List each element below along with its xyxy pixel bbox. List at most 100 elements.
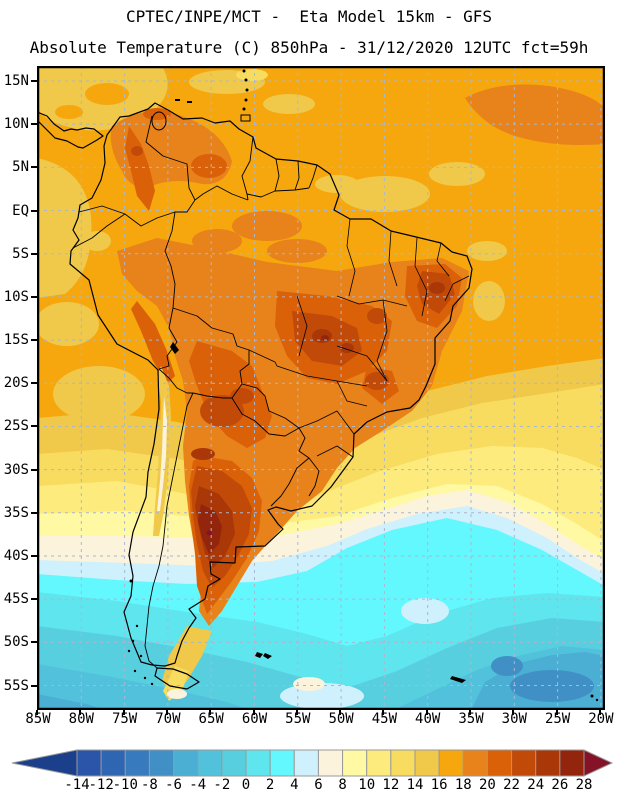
- colorbar-cell: [438, 749, 464, 777]
- lat-tick: [31, 425, 37, 428]
- state-borders: [248, 218, 470, 458]
- islands: [127, 69, 599, 702]
- colorbar-tick-label: 2: [265, 777, 275, 793]
- colorbar-tick-label: -2: [213, 777, 231, 793]
- colorbar-cell: [76, 749, 102, 777]
- colorbar-cell: [559, 749, 585, 777]
- colorbar-legend: [11, 749, 614, 777]
- lon-label: 45W: [371, 711, 398, 727]
- colorbar-tick-label: 8: [338, 777, 347, 793]
- figure-title-field: Absolute Temperature (C) 850hPa - 31/12/…: [29, 38, 589, 57]
- lat-label: 20S: [3, 375, 29, 392]
- colorbar-tick-label: 12: [382, 777, 400, 793]
- lon-label: 75W: [111, 711, 138, 727]
- lat-tick: [31, 684, 37, 687]
- lon-tick: [469, 710, 471, 715]
- lat-tick: [31, 252, 37, 255]
- colorbar-cell: [124, 749, 150, 777]
- lat-label: 40S: [3, 547, 29, 564]
- lon-tick: [165, 710, 168, 715]
- map-frame: [37, 66, 605, 710]
- lon-tick: [79, 710, 82, 715]
- lat-label: 15N: [3, 73, 29, 89]
- lat-tick: [31, 511, 37, 514]
- atlantic-warm-blob: [465, 84, 605, 145]
- lat-tick: [31, 295, 37, 298]
- lon-tick: [295, 710, 298, 715]
- colorbar-tick-label: 18: [454, 777, 472, 793]
- colorbar-cell: [535, 749, 561, 777]
- falkland-islands: [255, 652, 272, 659]
- colorbar-tick-label: 0: [241, 777, 251, 793]
- south-georgia-island: [450, 676, 466, 683]
- lat-tick: [31, 80, 37, 82]
- lon-tick: [555, 710, 558, 715]
- colorbar-cell: [173, 749, 199, 777]
- colorbar-cell: [486, 749, 513, 777]
- lat-label: 10N: [3, 116, 29, 133]
- lat-tick: [31, 598, 37, 601]
- lat-tick: [31, 339, 37, 342]
- colorbar-cell: [269, 749, 295, 777]
- lat-tick: [31, 641, 37, 644]
- lon-label: 20W: [588, 711, 614, 727]
- lat-label: 10S: [3, 288, 29, 305]
- colorbar-arrow-high: [583, 749, 614, 777]
- lon-label: 50W: [328, 711, 354, 727]
- colorbar-arrow-low: [11, 749, 78, 777]
- colorbar-cell: [511, 749, 537, 777]
- lon-tick: [209, 710, 212, 715]
- cold-pool-pale-center: [401, 598, 449, 624]
- hottest-spot: [206, 530, 212, 536]
- lon-tick: [339, 710, 342, 715]
- patagonia-cool-region: [162, 626, 212, 701]
- lon-tick: [382, 710, 385, 715]
- country-borders: [72, 115, 320, 669]
- colorbar-cell: [221, 749, 247, 777]
- colorbar-cell: [462, 749, 488, 777]
- lon-label: 70W: [155, 711, 181, 727]
- lon-label: 55W: [285, 711, 311, 727]
- lat-label: 50S: [3, 634, 29, 651]
- colorbar-tick-label: 4: [290, 777, 299, 793]
- lat-tick: [31, 382, 37, 385]
- lat-label: 5N: [12, 159, 29, 176]
- map-panel: [37, 66, 605, 710]
- colorbar-cell: [366, 749, 392, 777]
- colorbar-cell: [100, 749, 126, 777]
- lat-label: 15S: [3, 332, 29, 349]
- colorbar-tick-label: -8: [140, 777, 158, 793]
- figure-title-model: CPTEC/INPE/MCT - Eta Model 15km - GFS: [125, 7, 493, 26]
- lat-label: 55S: [3, 677, 29, 694]
- lakes: [151, 111, 179, 354]
- lat-tick: [31, 554, 37, 557]
- colorbar-tick-label: 6: [314, 777, 323, 793]
- lat-label: 30S: [3, 461, 29, 478]
- colorbar-cell: [148, 749, 175, 777]
- south-america-coastline: [69, 102, 473, 667]
- colorbar-tick-label: 24: [527, 777, 545, 793]
- deep-cold-patch: [510, 670, 594, 702]
- lon-label: 40W: [415, 711, 441, 727]
- colorbar-tick-label: -12: [88, 777, 114, 793]
- lat-label: 35S: [3, 504, 29, 521]
- colorbar-tick-label: -4: [189, 777, 207, 793]
- tierra-del-fuego-coastline: [154, 667, 200, 690]
- lat-label: 5S: [12, 245, 29, 262]
- lon-tick: [36, 710, 38, 715]
- lon-label: 30W: [501, 711, 527, 727]
- lat-tick: [31, 468, 37, 471]
- colorbar-tick-label: -6: [165, 777, 182, 793]
- central-america-coastline: [37, 111, 104, 149]
- colorbar-tick-label: 28: [575, 777, 593, 793]
- coastlines: [37, 102, 473, 690]
- lat-label: 45S: [3, 591, 29, 608]
- lat-label: 25S: [3, 418, 29, 435]
- lon-label: 65W: [198, 711, 224, 727]
- lon-tick: [512, 710, 515, 715]
- lon-tick: [252, 710, 255, 715]
- colorbar-tick-label: 16: [430, 777, 448, 793]
- colorbar-cell: [414, 749, 440, 777]
- colorbar-cell: [390, 749, 416, 777]
- lat-tick: [31, 123, 37, 126]
